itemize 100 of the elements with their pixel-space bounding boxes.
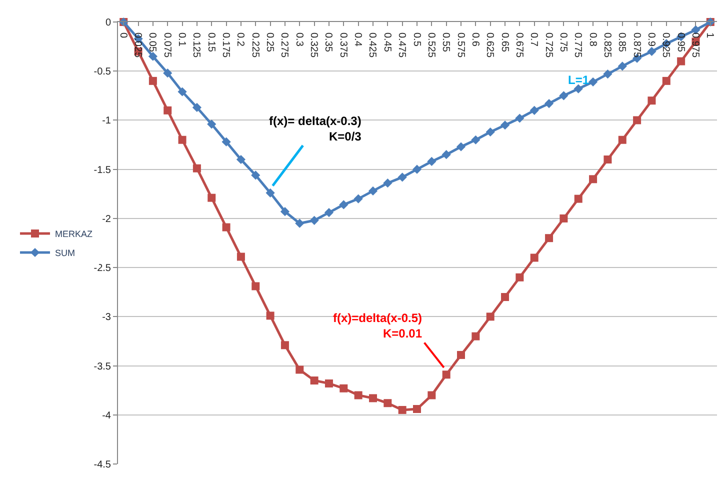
point (295, 218, 304, 228)
point (252, 282, 260, 290)
point (384, 399, 392, 408)
point (296, 366, 304, 374)
x-tick-label: 0.575 (454, 32, 466, 58)
point (324, 208, 334, 218)
point (457, 350, 466, 359)
x-tick-label: 0.25 (264, 32, 276, 52)
point (413, 405, 421, 413)
point (471, 135, 480, 144)
x-tick-label: 0.95 (674, 32, 686, 52)
x-tick-label: 0.325 (308, 32, 320, 58)
point (574, 194, 582, 203)
y-tick-label: -2 (102, 214, 112, 225)
x-tick-label: 0.925 (660, 32, 672, 58)
x-tick-label: 0.725 (542, 32, 554, 58)
y-tick-label: -4.5 (94, 460, 112, 470)
point (500, 120, 510, 130)
x-tick-label: 0.525 (425, 32, 436, 58)
point (501, 293, 510, 302)
point (148, 76, 157, 85)
x-tick-label: 0.975 (689, 32, 700, 58)
point (412, 164, 422, 174)
point (178, 87, 187, 96)
point (208, 194, 216, 202)
x-tick-label: 0.8 (586, 32, 598, 47)
x-tick-label: 0.775 (572, 32, 584, 58)
point (530, 254, 538, 262)
x-tick-label: 0.125 (190, 32, 202, 58)
x-tick-label: 1 (704, 32, 716, 38)
x-tick-label: 0.2 (234, 32, 246, 47)
point (251, 170, 260, 180)
annotation: L=1 (568, 73, 590, 87)
point (648, 96, 656, 105)
point (266, 312, 274, 320)
point (560, 214, 568, 222)
y-tick-label: -2.5 (94, 263, 112, 274)
x-tick-label: 0.9 (645, 32, 656, 47)
point (339, 200, 348, 210)
point (207, 120, 216, 129)
point (354, 391, 362, 400)
point (368, 394, 377, 402)
point (398, 406, 406, 414)
x-tick-label: 0.6 (469, 32, 480, 47)
point (428, 391, 436, 400)
x-tick-label: 0.425 (366, 32, 378, 58)
point (192, 164, 201, 172)
point (310, 376, 318, 385)
point (603, 70, 612, 79)
point (486, 312, 494, 321)
point (383, 178, 392, 188)
point (618, 136, 626, 144)
point (589, 175, 598, 184)
x-tick-label: 0.025 (132, 32, 144, 58)
point (222, 137, 231, 146)
point (530, 106, 539, 115)
x-tick-label: 0.175 (220, 32, 232, 58)
point (340, 384, 348, 392)
x-tick-label: 0.375 (337, 32, 348, 58)
point (324, 379, 333, 388)
y-tick-label: -3 (102, 312, 112, 324)
x-tick-label: 0.075 (161, 32, 172, 58)
x-tick-label: 0.65 (498, 32, 510, 52)
point (516, 273, 524, 282)
point (368, 186, 378, 196)
point (633, 116, 642, 124)
x-tick-label: 0.5 (410, 32, 422, 47)
x-tick-label: 0.4 (352, 32, 364, 47)
point (148, 52, 158, 61)
point (545, 234, 554, 242)
y-tick-label: -1.5 (94, 164, 112, 176)
x-tick-label: 0.3 (293, 32, 304, 47)
point (588, 77, 598, 86)
point (574, 84, 583, 94)
point (178, 136, 186, 144)
y-tick-label: -3.5 (94, 361, 112, 372)
x-tick-label: 0.675 (513, 32, 524, 58)
x-tick-label: 0.275 (278, 32, 290, 58)
y-tick-label: -1 (102, 116, 112, 127)
point (662, 76, 670, 85)
legend-label: SUM (55, 248, 75, 258)
point (472, 332, 480, 340)
point (544, 98, 554, 108)
point (442, 150, 451, 160)
x-tick-label: 0.55 (440, 32, 452, 52)
x-tick-label: 0.45 (381, 32, 392, 52)
point (456, 142, 466, 152)
x-tick-label: 0.35 (322, 32, 334, 52)
legend-label: MERKAZ (55, 229, 94, 240)
point (280, 341, 289, 350)
point (192, 102, 202, 112)
x-tick-label: 0.05 (146, 32, 158, 52)
point (280, 207, 290, 216)
point (163, 68, 172, 78)
point (236, 154, 246, 164)
x-tick-label: 0 (117, 32, 128, 38)
x-tick-label: 0.825 (601, 32, 612, 58)
point (618, 62, 627, 71)
annotation: f(x)=delta(x-0.5) K=0.01 (333, 311, 422, 341)
x-tick-label: 0.15 (205, 32, 216, 52)
